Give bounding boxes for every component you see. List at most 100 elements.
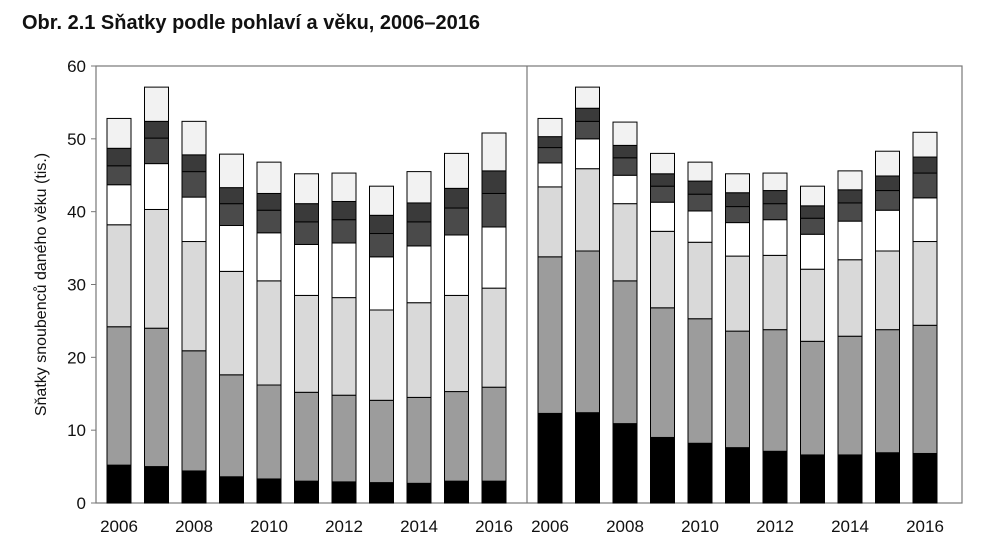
- bar-segment: [875, 250, 900, 331]
- bar-segment: [725, 173, 750, 194]
- bar-segment: [181, 171, 207, 198]
- bar-segment: [219, 187, 244, 205]
- bar-segment: [612, 144, 638, 159]
- bar-segment: [294, 294, 319, 393]
- y-tick-label: 60: [67, 57, 86, 76]
- bar-segment: [575, 120, 600, 140]
- bar-segment: [725, 206, 750, 224]
- bar-segment: [331, 242, 357, 299]
- bar-segment: [650, 185, 675, 203]
- bar-segment: [406, 396, 432, 484]
- bar-segment: [912, 241, 938, 326]
- bar-segment: [612, 203, 638, 282]
- bar-segment: [369, 185, 394, 216]
- bar-segment: [181, 470, 207, 504]
- bar-segment: [481, 287, 507, 388]
- bar-segment: [369, 256, 394, 311]
- bar-segment: [106, 117, 132, 149]
- bar-segment: [800, 217, 825, 235]
- bar-segment: [106, 464, 132, 504]
- bar-segment: [256, 161, 282, 194]
- x-tick-label: 2014: [831, 517, 869, 536]
- bar-segment: [575, 412, 600, 504]
- bar-segment: [444, 207, 469, 236]
- bar-segment: [537, 412, 563, 504]
- x-tick-label: 2014: [400, 517, 438, 536]
- x-tick-label: 2006: [531, 517, 569, 536]
- bar-segment: [444, 152, 469, 189]
- bar-segment: [106, 184, 132, 226]
- bar-segment: [444, 480, 469, 504]
- bar-segment: [219, 225, 244, 272]
- bar-segment: [875, 329, 900, 454]
- bar-segment: [762, 190, 788, 205]
- chart-title: Obr. 2.1 Sňatky podle pohlaví a věku, 20…: [22, 12, 481, 34]
- bar-segment: [687, 442, 713, 504]
- bar-segment: [612, 423, 638, 504]
- bar-segment: [369, 399, 394, 484]
- bar-segment: [575, 138, 600, 170]
- bar-segment: [912, 172, 938, 199]
- bar-segment: [725, 447, 750, 504]
- bar-segment: [537, 147, 563, 164]
- bar-segment: [687, 241, 713, 320]
- bar-segment: [256, 192, 282, 211]
- x-tick-label: 2008: [606, 517, 644, 536]
- bar-segment: [650, 173, 675, 187]
- bar-segment: [687, 318, 713, 444]
- bar-segment: [762, 450, 788, 504]
- bar-segment: [912, 156, 938, 174]
- bar-segment: [875, 150, 900, 177]
- x-tick-label: 2012: [756, 517, 794, 536]
- bar-segment: [444, 234, 469, 296]
- bar-segment: [537, 117, 563, 138]
- bar-segment: [481, 192, 507, 228]
- bar-segment: [725, 192, 750, 208]
- bar-segment: [650, 201, 675, 232]
- bar-segment: [537, 256, 563, 414]
- bar-segment: [406, 302, 432, 398]
- bar-segment: [650, 307, 675, 438]
- bar-segment: [331, 481, 357, 504]
- bar-segment: [144, 163, 169, 210]
- bar-segment: [294, 203, 319, 223]
- bar-segment: [837, 202, 863, 222]
- bar-segment: [612, 157, 638, 176]
- bar-segment: [912, 197, 938, 243]
- bar-segment: [294, 173, 319, 205]
- bar-segment: [144, 466, 169, 504]
- bar-segment: [687, 180, 713, 195]
- bar-segment: [650, 152, 675, 175]
- bar-segment: [725, 222, 750, 257]
- bar-segment: [294, 221, 319, 245]
- bar-segment: [575, 250, 600, 414]
- bar-segment: [106, 326, 132, 466]
- bar-segment: [837, 170, 863, 191]
- bar-segment: [762, 203, 788, 221]
- bar-segment: [762, 219, 788, 256]
- bar-segment: [537, 186, 563, 258]
- bar-segment: [219, 270, 244, 376]
- bar-segment: [444, 187, 469, 209]
- bar-segment: [575, 107, 600, 122]
- x-tick-label: 2012: [325, 517, 363, 536]
- bar-segment: [406, 482, 432, 504]
- bar-segment: [912, 452, 938, 504]
- bar-segment: [837, 454, 863, 504]
- bar-segment: [331, 394, 357, 483]
- bar-segment: [144, 327, 169, 468]
- bar-segment: [912, 324, 938, 454]
- bar-segment: [612, 280, 638, 425]
- bar-segment: [219, 153, 244, 189]
- bar-segment: [144, 86, 169, 122]
- x-tick-label: 2010: [681, 517, 719, 536]
- bar-segment: [331, 200, 357, 221]
- bar-segment: [537, 162, 563, 188]
- bar-segment: [762, 329, 788, 452]
- bar-segment: [687, 161, 713, 182]
- bar-segment: [256, 280, 282, 386]
- bar-segment: [406, 245, 432, 304]
- bar-segment: [256, 478, 282, 504]
- x-tick-label: 2016: [475, 517, 513, 536]
- bar-segment: [800, 454, 825, 504]
